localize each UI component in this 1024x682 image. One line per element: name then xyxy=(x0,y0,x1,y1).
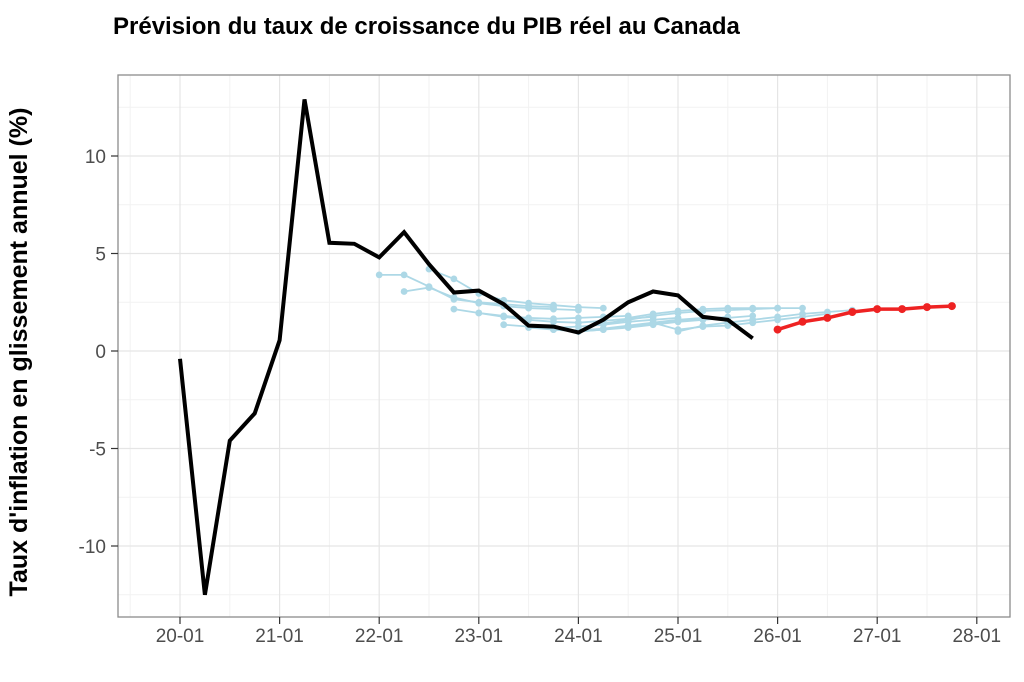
forecast-23-01-path xyxy=(478,312,654,324)
forecast-25-01-point xyxy=(699,322,707,329)
panel-outline xyxy=(117,74,1011,618)
forecast-24-01-point xyxy=(624,324,632,331)
forecast-22-04-point xyxy=(525,304,532,312)
forecast-22-07-point xyxy=(599,304,607,312)
forecast-22-04-point xyxy=(400,288,408,295)
forecast-23-01-point xyxy=(475,309,483,317)
actual-line xyxy=(178,99,754,596)
forecast-22-01-point xyxy=(375,271,383,279)
forecast-24-10-point xyxy=(649,319,657,327)
x-axis-tick-label: 27-01 xyxy=(853,626,902,647)
current-forecast-point xyxy=(923,303,931,312)
y-axis-label: Taux d'inflation en glissement annuel (%… xyxy=(5,108,33,597)
forecast-22-07-point xyxy=(450,275,458,283)
forecast-24-07-point xyxy=(774,304,781,312)
forecast-25-01-point xyxy=(674,328,682,335)
panel-background xyxy=(118,75,1010,617)
y-axis-tick-label: -10 xyxy=(79,537,106,558)
series-lines xyxy=(178,99,956,596)
forecast-24-04-path xyxy=(603,307,778,325)
x-axis-tick-label: 24-01 xyxy=(554,626,603,647)
current-forecast-line xyxy=(773,302,956,334)
forecast-25-01-point xyxy=(799,310,806,318)
forecast-22-07-point xyxy=(550,301,557,309)
forecast-23-01-point xyxy=(550,318,557,326)
forecast-24-10-path xyxy=(652,313,828,331)
current-forecast-point xyxy=(798,317,807,326)
axes: 20-01 21-01 22-01 23-01 24-01 25-01 26-01 27-01… xyxy=(79,147,1002,647)
current-forecast-point xyxy=(848,308,857,316)
forecast-22-10-point xyxy=(450,305,458,313)
x-axis-tick-label: 25-01 xyxy=(654,626,703,647)
x-axis-tick-label: 20-01 xyxy=(156,626,205,647)
forecast-25-01-point xyxy=(774,313,781,321)
forecast-23-01-point xyxy=(525,316,532,324)
forecast-22-04-point xyxy=(475,299,483,307)
forecast-25-01-path xyxy=(677,309,853,333)
forecast-25-01-point xyxy=(824,308,831,316)
x-axis-tick-label: 21-01 xyxy=(255,626,304,647)
forecast-22-07-path xyxy=(428,268,604,309)
forecast-24-07-point xyxy=(624,314,632,322)
forecast-24-01-point xyxy=(674,318,682,326)
forecast-22-07-point xyxy=(525,299,532,307)
y-axis-tick-label: 0 xyxy=(95,342,106,363)
y-axis-tick-label: 10 xyxy=(85,147,106,168)
actual-path xyxy=(178,99,754,596)
forecast-22-04-path xyxy=(403,286,579,311)
forecast-24-07-line xyxy=(624,304,806,322)
forecast-24-07-point xyxy=(799,304,806,312)
forecast-22-07-point xyxy=(575,303,582,311)
forecast-25-01-point xyxy=(749,316,757,324)
forecast-22-07-line xyxy=(425,265,607,312)
x-axis-tick-label: 22-01 xyxy=(355,626,404,647)
current-forecast-point xyxy=(898,305,907,314)
forecast-24-07-point xyxy=(724,304,732,312)
forecast-22-01-point xyxy=(400,271,408,279)
forecast-24-01-point xyxy=(599,326,607,333)
panel-border xyxy=(117,74,1011,618)
forecast-24-07-point xyxy=(674,307,682,315)
forecast-22-04-point xyxy=(450,294,458,301)
forecast-22-10-point xyxy=(575,314,582,322)
forecast-23-01-point xyxy=(500,313,508,321)
current-forecast-point xyxy=(947,302,956,311)
forecast-24-07-point xyxy=(749,304,757,312)
x-axis-tick-label: 28-01 xyxy=(952,626,1001,647)
current-forecast-path xyxy=(777,304,952,332)
forecast-24-07-point xyxy=(699,305,707,313)
x-axis-tick-label: 23-01 xyxy=(454,626,503,647)
current-forecast-point xyxy=(823,313,832,322)
gridlines xyxy=(118,75,1010,617)
forecast-22-04-point xyxy=(425,284,433,291)
panel xyxy=(118,75,1010,617)
chart-title: Prévision du taux de croissance du PIB r… xyxy=(113,13,741,40)
x-axis-tick-label: 26-01 xyxy=(753,626,802,647)
forecast-23-04-point xyxy=(500,321,508,329)
forecast-24-07-path xyxy=(628,307,803,319)
forecast-24-07-point xyxy=(649,310,657,318)
y-axis-tick-label: 5 xyxy=(95,245,106,266)
current-forecast-point xyxy=(773,325,782,334)
y-axis-tick-label: -5 xyxy=(89,440,106,461)
current-forecast-point xyxy=(873,305,882,314)
